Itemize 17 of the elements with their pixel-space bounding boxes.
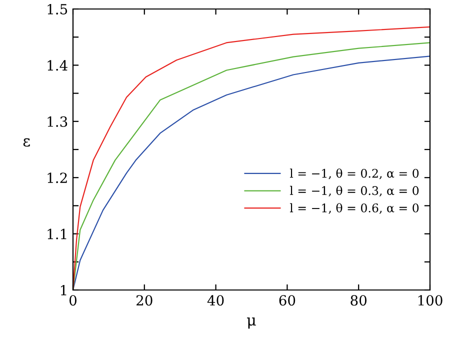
y-tick-label: 1.3	[48, 116, 68, 127]
y-tick-label: 1	[60, 284, 66, 296]
y-tick-label: 1.2	[48, 172, 67, 184]
x-tick-label: 0	[69, 295, 76, 306]
x-axis-title: μ	[247, 318, 256, 329]
x-tick-label: 100	[418, 295, 442, 306]
y-tick-label: 1.1	[48, 228, 66, 240]
y-axis-title: ε	[23, 138, 30, 147]
legend-label: l = −1, θ = 0.3, α = 0	[290, 186, 419, 197]
y-tick-label: 1.5	[48, 4, 68, 14]
x-tick-label: 80	[350, 295, 367, 306]
y-tick-label: 1.4	[48, 60, 68, 71]
x-tick-label: 40	[207, 295, 224, 306]
x-tick-label: 60	[279, 295, 296, 306]
legend-label: l = −1, θ = 0.2, α = 0	[290, 168, 419, 180]
legend-label: l = −1, θ = 0.6, α = 0	[290, 203, 419, 214]
x-tick-label: 20	[136, 295, 152, 306]
